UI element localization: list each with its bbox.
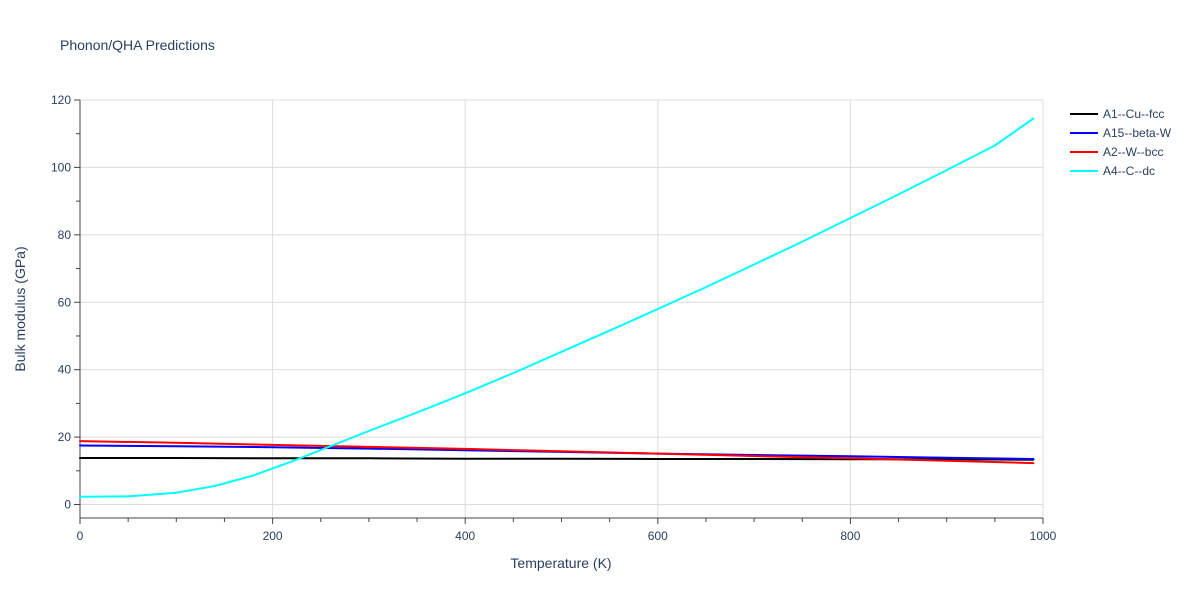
x-tick-label: 200 bbox=[263, 529, 283, 543]
legend-item[interactable]: A1--Cu--fcc bbox=[1070, 107, 1164, 121]
series-line bbox=[79, 117, 1035, 498]
x-tick-label: 0 bbox=[77, 529, 84, 543]
axes bbox=[79, 100, 1043, 519]
legend-label: A1--Cu--fcc bbox=[1103, 107, 1164, 121]
y-tick-label: 40 bbox=[58, 363, 72, 377]
x-tick-label: 1000 bbox=[1030, 529, 1057, 543]
y-tick-label: 100 bbox=[51, 160, 71, 174]
legend-item[interactable]: A2--W--bcc bbox=[1070, 145, 1163, 159]
series-lines bbox=[79, 117, 1035, 498]
x-axis-title: Temperature (K) bbox=[510, 555, 611, 571]
y-tick-label: 120 bbox=[51, 93, 71, 107]
x-tick-label: 400 bbox=[455, 529, 475, 543]
series-line bbox=[79, 444, 1035, 460]
legend-label: A4--C--dc bbox=[1103, 164, 1155, 178]
x-tick-label: 600 bbox=[648, 529, 668, 543]
x-axis-ticks: 0 200 400 600 800 1000 bbox=[77, 518, 1057, 543]
legend-label: A15--beta-W bbox=[1103, 126, 1172, 140]
y-axis-title: Bulk modulus (GPa) bbox=[12, 246, 28, 371]
y-tick-label: 80 bbox=[58, 228, 72, 242]
chart-title: Phonon/QHA Predictions bbox=[60, 37, 215, 53]
legend-item[interactable]: A4--C--dc bbox=[1070, 164, 1155, 178]
legend-item[interactable]: A15--beta-W bbox=[1070, 126, 1172, 140]
x-tick-label: 800 bbox=[840, 529, 860, 543]
y-tick-label: 0 bbox=[64, 498, 71, 512]
y-axis-ticks: 0 20 40 60 80 100 120 bbox=[51, 93, 80, 512]
y-tick-label: 60 bbox=[58, 295, 72, 309]
y-tick-label: 20 bbox=[58, 430, 72, 444]
legend[interactable]: A1--Cu--fcc A15--beta-W A2--W--bcc A4--C--d… bbox=[1070, 107, 1172, 178]
grid bbox=[80, 99, 1044, 518]
legend-label: A2--W--bcc bbox=[1103, 145, 1163, 159]
series-line bbox=[79, 440, 1035, 465]
